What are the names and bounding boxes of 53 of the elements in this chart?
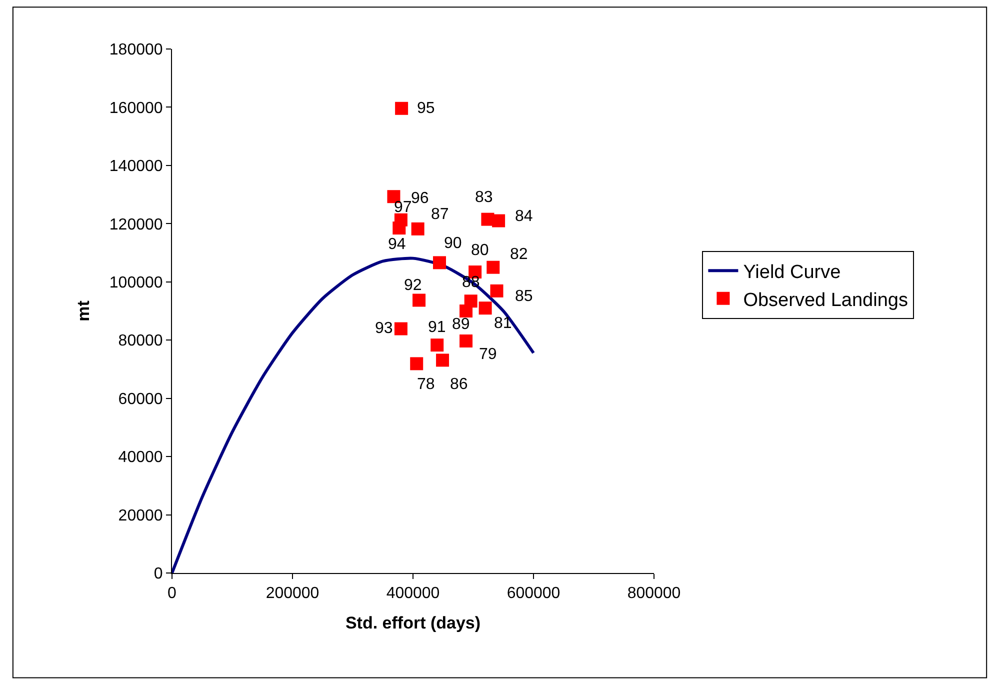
- y-tick-label: 160000: [109, 100, 163, 117]
- annotation: 91: [428, 319, 446, 336]
- x-tick-label: 600000: [506, 585, 560, 602]
- point: [460, 334, 473, 348]
- annotation: 90: [444, 235, 462, 252]
- x-tick-label: 400000: [386, 585, 440, 602]
- x-tick-label: 0: [168, 585, 177, 602]
- y-tick-label: 120000: [109, 216, 163, 234]
- y-tick-label: 0: [154, 566, 163, 583]
- annotation: 96: [411, 190, 429, 207]
- point: [412, 294, 426, 307]
- annotation: 97: [394, 199, 412, 216]
- x-axis-title: Std. effort (days): [345, 614, 481, 633]
- point: [436, 354, 450, 367]
- point: [478, 302, 492, 315]
- annotation: 93: [375, 320, 393, 337]
- point: [460, 304, 473, 318]
- annotation: 80: [471, 242, 489, 259]
- annotation: 78: [417, 376, 435, 393]
- legend-label: Observed Landings: [743, 290, 908, 311]
- legend-label: Yield Curve: [743, 262, 841, 284]
- x-tick-label: 200000: [266, 585, 320, 602]
- annotation: 81: [494, 315, 512, 332]
- point: [410, 357, 424, 370]
- annotation: 83: [475, 189, 493, 206]
- point: [490, 284, 504, 298]
- point: [492, 214, 506, 228]
- x-tick-label: 800000: [627, 585, 681, 602]
- y-tick-label: 180000: [109, 42, 163, 59]
- point: [411, 222, 424, 236]
- y-tick-label: 20000: [118, 507, 163, 524]
- y-tick-label: 140000: [109, 158, 163, 176]
- point: [395, 102, 408, 115]
- annotation: 86: [450, 376, 468, 393]
- annotation: 85: [515, 288, 533, 305]
- y-axis-title: mt: [74, 300, 93, 322]
- annotation: 87: [431, 206, 449, 223]
- annotation: 84: [515, 208, 533, 225]
- annotation: 89: [452, 316, 470, 333]
- point: [430, 338, 444, 352]
- y-tick-label: 40000: [118, 449, 163, 466]
- y-tick-label: 60000: [118, 390, 163, 408]
- point: [433, 256, 446, 270]
- y-tick-label: 80000: [118, 332, 163, 350]
- annotation: 95: [417, 100, 435, 117]
- y-tick-label: 100000: [109, 274, 163, 292]
- annotation: 94: [388, 236, 406, 253]
- point: [392, 222, 406, 235]
- point: [394, 322, 408, 336]
- annotation: 82: [510, 246, 528, 263]
- annotation: 92: [404, 277, 422, 294]
- annotation: 79: [479, 346, 497, 363]
- point: [486, 260, 500, 274]
